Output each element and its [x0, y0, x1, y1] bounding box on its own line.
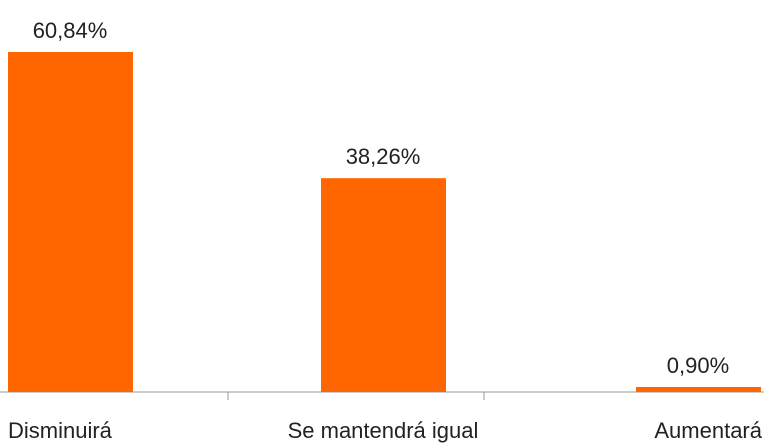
bar [8, 52, 133, 392]
value-label: 38,26% [346, 144, 421, 169]
x-tick-label: Disminuirá [8, 418, 113, 443]
x-tick-label: Aumentará [654, 418, 762, 443]
bar [636, 386, 761, 392]
x-tick-label: Se mantendrá igual [288, 418, 479, 443]
bar [321, 178, 446, 392]
value-label: 0,90% [667, 353, 729, 378]
value-label: 60,84% [33, 18, 108, 43]
